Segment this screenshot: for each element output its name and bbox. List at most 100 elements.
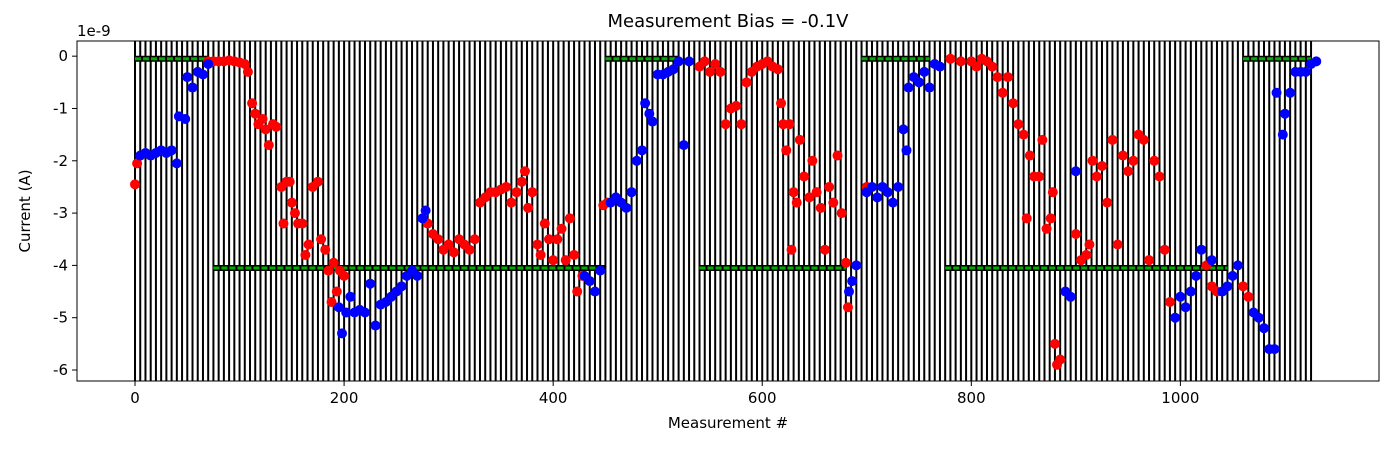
- y-tick-label: -5: [53, 309, 68, 327]
- data-point: [971, 61, 982, 72]
- data-point: [1222, 281, 1233, 292]
- data-point: [1196, 244, 1207, 255]
- data-point: [786, 244, 797, 255]
- data-point: [300, 249, 311, 260]
- data-point: [741, 77, 752, 88]
- data-point: [1253, 312, 1264, 323]
- data-point: [289, 208, 300, 219]
- data-point: [1045, 213, 1056, 224]
- data-point: [772, 64, 783, 75]
- data-point: [1271, 87, 1282, 98]
- data-point: [840, 257, 851, 268]
- axes-frame: [76, 40, 1380, 382]
- data-point: [1055, 354, 1066, 365]
- data-point: [828, 197, 839, 208]
- data-point: [326, 297, 337, 308]
- data-point: [1259, 323, 1270, 334]
- y-tick-label: 0: [58, 47, 68, 65]
- x-axis-label: Measurement #: [668, 414, 788, 432]
- data-point: [1180, 302, 1191, 313]
- data-point: [804, 192, 815, 203]
- data-point: [647, 116, 658, 127]
- data-point: [811, 187, 822, 198]
- data-point: [448, 247, 459, 258]
- data-point: [1138, 134, 1149, 145]
- data-point: [247, 98, 258, 109]
- data-point: [1170, 312, 1181, 323]
- data-point: [919, 66, 930, 77]
- y-tick-label: -1: [53, 99, 68, 117]
- data-point: [323, 265, 334, 276]
- data-point: [678, 140, 689, 151]
- data-point: [668, 64, 679, 75]
- data-point: [631, 155, 642, 166]
- data-point: [710, 59, 721, 70]
- data-point: [1070, 166, 1081, 177]
- data-point: [1149, 155, 1160, 166]
- data-point: [914, 77, 925, 88]
- data-point: [286, 197, 297, 208]
- data-point: [560, 255, 571, 266]
- data-point: [851, 260, 862, 271]
- data-point: [1144, 255, 1155, 266]
- data-point: [412, 270, 423, 281]
- data-point: [784, 119, 795, 130]
- data-point: [1021, 213, 1032, 224]
- data-point: [166, 145, 177, 156]
- data-point: [1232, 260, 1243, 271]
- data-point: [640, 98, 651, 109]
- data-point: [341, 307, 352, 318]
- data-point: [370, 320, 381, 331]
- data-point: [1041, 223, 1052, 234]
- data-point: [539, 218, 550, 229]
- data-point: [569, 249, 580, 260]
- data-point: [1013, 119, 1024, 130]
- data-point: [1084, 239, 1095, 250]
- data-point: [842, 302, 853, 313]
- data-point: [844, 286, 855, 297]
- data-point: [1285, 87, 1296, 98]
- data-point: [527, 187, 538, 198]
- y-tick-label: -3: [53, 204, 68, 222]
- data-point: [501, 181, 512, 192]
- data-point: [187, 82, 198, 93]
- data-point: [1070, 229, 1081, 240]
- data-point: [1159, 244, 1170, 255]
- y-tick-label: -4: [53, 256, 68, 274]
- data-point: [443, 239, 454, 250]
- data-point: [1002, 72, 1013, 83]
- data-point: [506, 197, 517, 208]
- data-point: [303, 239, 314, 250]
- data-point: [987, 61, 998, 72]
- data-point: [316, 234, 327, 245]
- data-point: [1117, 150, 1128, 161]
- chart-title: Measurement Bias = -0.1V: [607, 11, 849, 32]
- data-point: [1107, 134, 1118, 145]
- x-tick-label: 800: [957, 389, 986, 407]
- data-point: [278, 218, 289, 229]
- data-point: [794, 134, 805, 145]
- data-point: [396, 281, 407, 292]
- data-point: [1123, 166, 1134, 177]
- data-point: [1206, 255, 1217, 266]
- data-point: [182, 72, 193, 83]
- data-point: [791, 197, 802, 208]
- data-point: [250, 108, 261, 119]
- data-point: [516, 176, 527, 187]
- data-point: [1096, 161, 1107, 172]
- data-point: [699, 56, 710, 67]
- data-point: [955, 56, 966, 67]
- data-point: [1065, 291, 1076, 302]
- data-point: [263, 140, 274, 151]
- data-point: [132, 158, 143, 169]
- data-point: [1243, 291, 1254, 302]
- data-point: [836, 208, 847, 219]
- data-point: [433, 234, 444, 245]
- data-point: [720, 119, 731, 130]
- data-point: [511, 187, 522, 198]
- data-point: [847, 276, 858, 287]
- data-point: [1112, 239, 1123, 250]
- data-point: [532, 239, 543, 250]
- data-point: [548, 255, 559, 266]
